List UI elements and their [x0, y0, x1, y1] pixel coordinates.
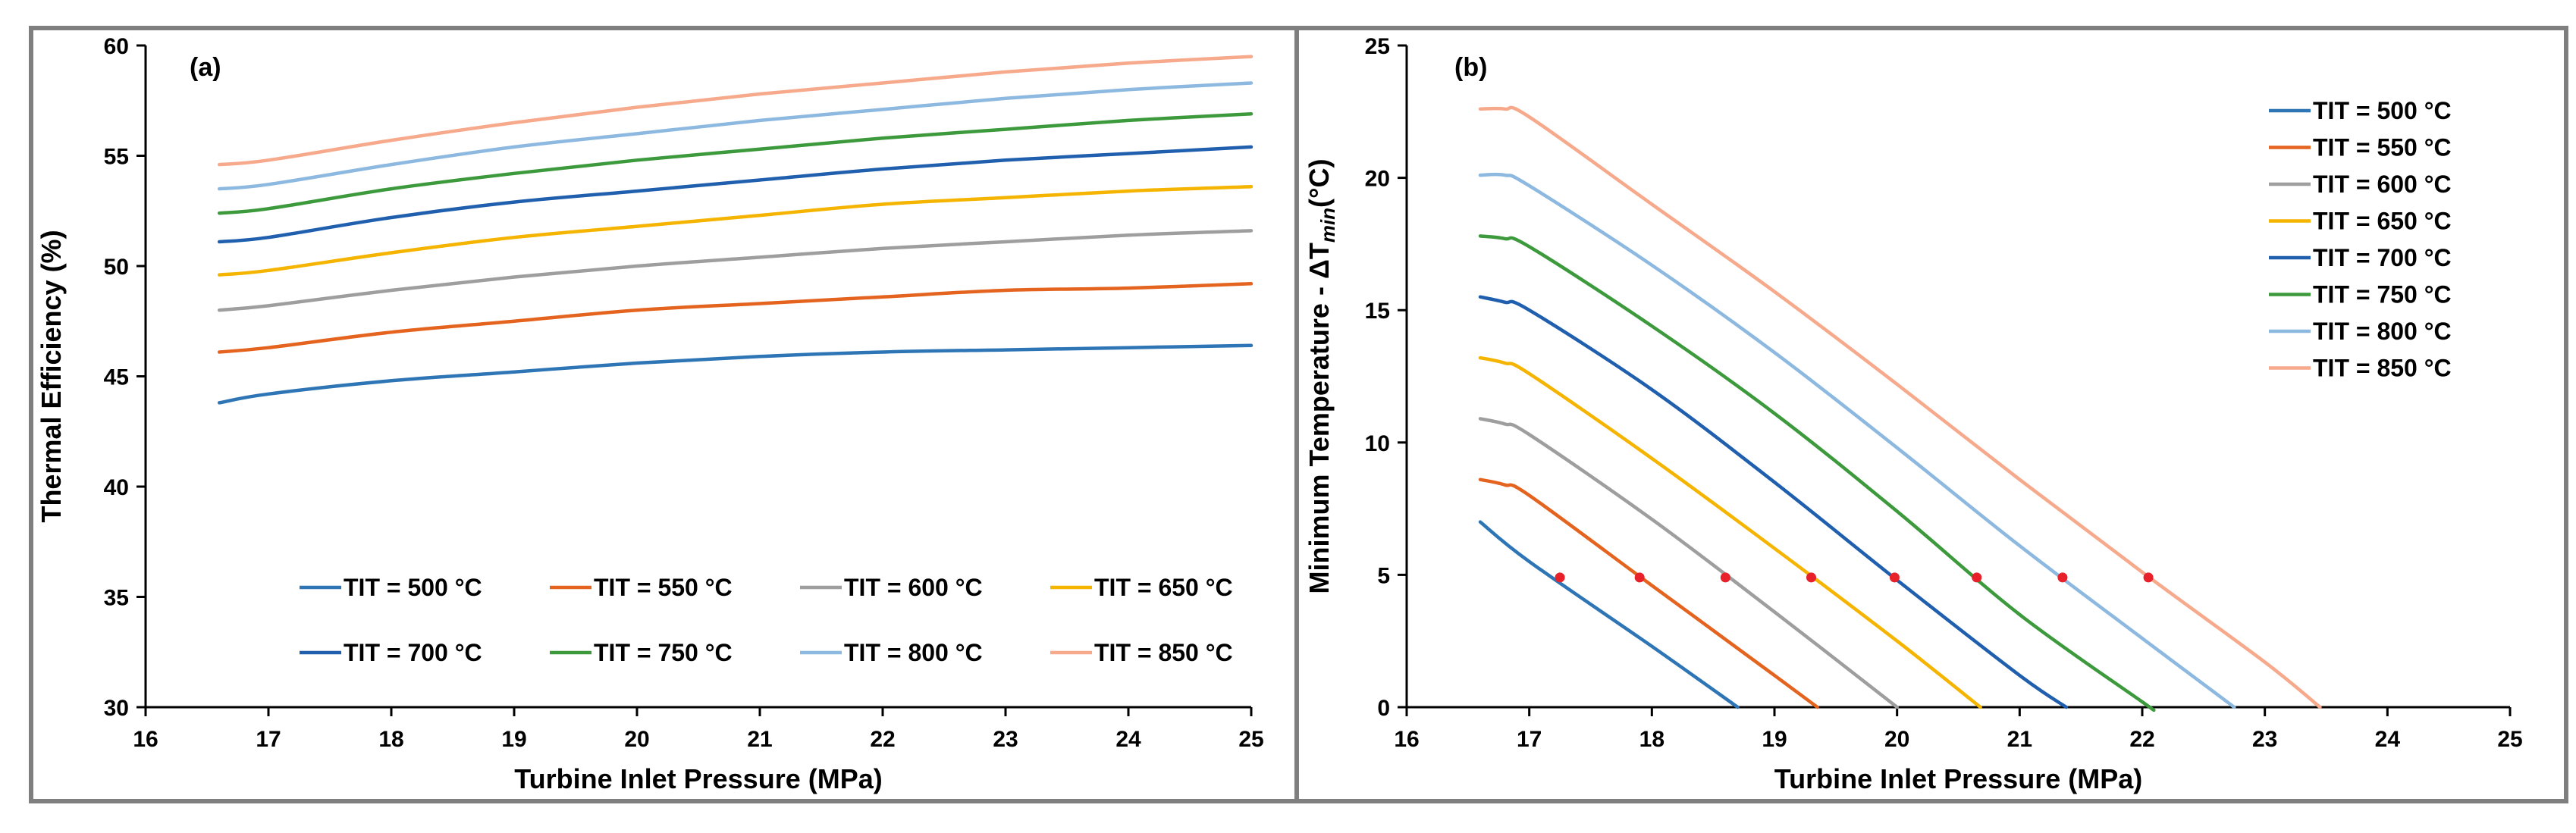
- marker-point: [2143, 572, 2154, 583]
- y-tick-label: 60: [104, 34, 129, 59]
- x-tick-label: 19: [501, 727, 526, 752]
- x-tick-label: 16: [133, 727, 158, 752]
- x-tick-label: 20: [1884, 727, 1909, 752]
- legend-label: TIT = 700 °C: [344, 639, 482, 666]
- series-line-4: [1478, 295, 2069, 709]
- x-tick-label: 22: [2129, 727, 2154, 752]
- legend-label: TIT = 650 °C: [2313, 208, 2452, 235]
- y-axis-title-subscript: min: [1316, 208, 1339, 243]
- x-tick-label: 23: [2252, 727, 2277, 752]
- x-tick-label: 18: [378, 727, 403, 752]
- legend-label: TIT = 500 °C: [2313, 97, 2452, 124]
- marker-point: [1720, 572, 1730, 583]
- series-line-0: [217, 343, 1253, 405]
- y-tick-label: 25: [1365, 34, 1390, 59]
- x-tick-label: 25: [2497, 727, 2522, 752]
- y-axis-title: Thermal Efficiency (%): [36, 230, 67, 522]
- y-tick-label: 50: [104, 255, 129, 280]
- x-tick-label: 21: [2007, 727, 2032, 752]
- x-tick-label: 20: [624, 727, 649, 752]
- marker-point: [1889, 572, 1900, 583]
- y-axis-title: Minimum Temperature - ΔTmin(°C): [1304, 159, 1339, 594]
- panel-b-frame: [1294, 26, 2568, 803]
- x-tick-label: 24: [2375, 727, 2401, 752]
- legend-label: TIT = 550 °C: [2313, 134, 2452, 161]
- y-tick-label: 40: [104, 475, 129, 500]
- x-tick-label: 23: [993, 727, 1018, 752]
- chart-b: 16 17 18 19 20 21 22 23 24 25 0 5 10 15 20 25 Turbine In…: [1304, 34, 2523, 794]
- marker-point: [1555, 572, 1565, 583]
- legend-label: TIT = 650 °C: [1094, 574, 1233, 601]
- legend-label: TIT = 700 °C: [2313, 244, 2452, 271]
- legend-label: TIT = 850 °C: [2313, 355, 2452, 382]
- x-tick-label: 18: [1639, 727, 1665, 752]
- series-line-3: [217, 184, 1253, 277]
- panel-label: (a): [190, 53, 221, 82]
- x-tick-label: 25: [1238, 727, 1263, 752]
- x-tick-label: 19: [1762, 727, 1787, 752]
- series-line-7: [1478, 105, 2322, 709]
- series-line-3: [1478, 355, 1982, 709]
- y-tick-label: 55: [104, 145, 129, 170]
- x-tick-label: 21: [747, 727, 772, 752]
- y-tick-label: 20: [1365, 167, 1390, 192]
- series-line-7: [217, 55, 1253, 167]
- series-line-2: [1478, 417, 1899, 709]
- x-axis-title: Turbine Inlet Pressure (MPa): [514, 763, 882, 794]
- legend-label: TIT = 800 °C: [844, 639, 983, 666]
- marker-point: [1806, 572, 1816, 583]
- legend-label: TIT = 750 °C: [594, 639, 733, 666]
- series-line-6: [1478, 172, 2236, 709]
- legend-label: TIT = 550 °C: [594, 574, 733, 601]
- legend-label: TIT = 500 °C: [344, 574, 482, 601]
- x-tick-label: 17: [256, 727, 281, 752]
- y-tick-label: 5: [1377, 563, 1390, 588]
- x-tick-label: 17: [1517, 727, 1542, 752]
- series-line-2: [217, 229, 1253, 312]
- x-axis-title: Turbine Inlet Pressure (MPa): [1774, 763, 2142, 794]
- y-tick-label: 0: [1377, 696, 1390, 721]
- marker-point: [1634, 572, 1645, 583]
- marker-point: [1972, 572, 1982, 583]
- series-line-0: [1478, 520, 1740, 709]
- series-line-5: [1478, 234, 2156, 712]
- y-tick-label: 15: [1365, 299, 1390, 324]
- legend-label: TIT = 750 °C: [2313, 281, 2452, 308]
- legend-label: TIT = 850 °C: [1094, 639, 1233, 666]
- y-axis-title-main: Minimum Temperature - ΔT: [1304, 243, 1335, 593]
- x-tick-label: 22: [870, 727, 895, 752]
- chart-a: 16 17 18 19 20 21 22 23 24 25 30 35 40 45 50 55 60 Turbin…: [36, 34, 1264, 794]
- series-line-5: [217, 111, 1253, 215]
- y-tick-label: 10: [1365, 431, 1390, 456]
- y-axis-title-unit: (°C): [1304, 159, 1335, 208]
- x-tick-label: 24: [1115, 727, 1141, 752]
- legend-label: TIT = 600 °C: [2313, 171, 2452, 198]
- panel-label: (b): [1454, 53, 1487, 82]
- x-tick-label: 16: [1394, 727, 1419, 752]
- series-line-1: [1478, 478, 1819, 709]
- series-line-1: [217, 282, 1253, 354]
- y-tick-label: 30: [104, 696, 129, 721]
- legend-label: TIT = 600 °C: [844, 574, 983, 601]
- marker-point: [2057, 572, 2068, 583]
- y-tick-label: 35: [104, 586, 129, 611]
- legend-label: TIT = 800 °C: [2313, 318, 2452, 345]
- series-line-6: [217, 81, 1253, 191]
- series-line-4: [217, 145, 1253, 244]
- y-tick-label: 45: [104, 365, 129, 390]
